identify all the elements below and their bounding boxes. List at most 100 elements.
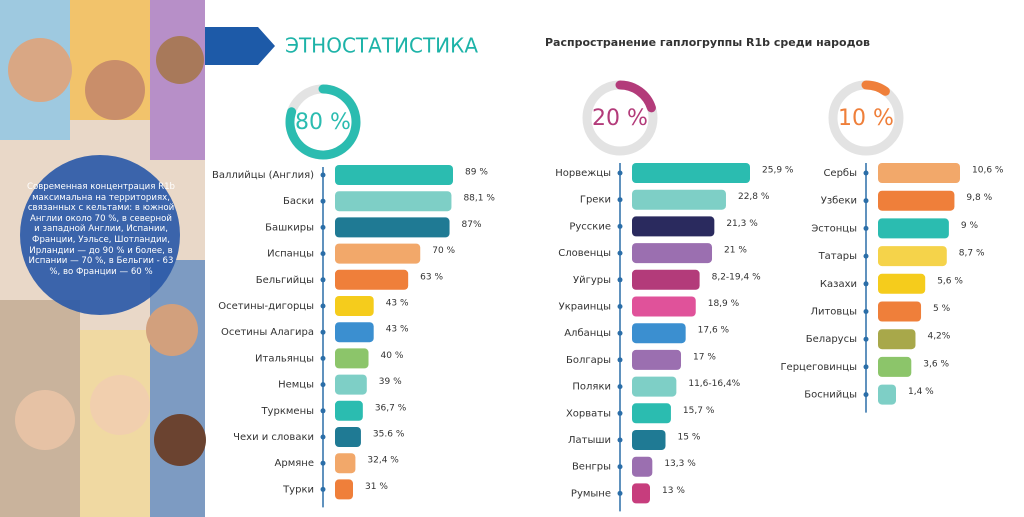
bar <box>878 246 947 267</box>
value-label: 25,9 % <box>762 166 794 176</box>
value-label: 8,7 % <box>959 249 985 259</box>
bar <box>878 329 916 350</box>
axis-dot <box>863 198 869 204</box>
axis-dot <box>320 408 326 414</box>
subtitle: Распространение гаплогруппы R1b среди на… <box>545 36 870 49</box>
bar <box>632 243 713 264</box>
bar <box>335 217 450 238</box>
bar <box>335 427 361 447</box>
bar <box>878 301 922 322</box>
axis-dot <box>320 460 326 466</box>
bar <box>632 376 677 397</box>
axis-dot <box>320 434 326 440</box>
axis-dot <box>617 197 623 203</box>
axis-dot <box>320 486 326 492</box>
bar <box>632 403 671 424</box>
category-label: Осетины Алагира <box>221 327 314 338</box>
bar <box>335 243 421 264</box>
value-label: 88,1 % <box>463 194 495 204</box>
category-label: Хорваты <box>566 408 611 419</box>
axis-dot <box>320 303 326 309</box>
bar <box>335 479 353 500</box>
value-label: 70 % <box>432 246 455 256</box>
category-label: Немцы <box>278 380 314 391</box>
value-label: 35.6 % <box>373 430 405 440</box>
value-label: 21 % <box>724 246 747 256</box>
axis-dot <box>863 170 869 176</box>
axis-dot <box>617 277 623 283</box>
axis-dot <box>863 309 869 314</box>
category-label: Словенцы <box>558 248 611 259</box>
axis-dot <box>320 224 326 230</box>
category-label: Испанцы <box>267 249 314 260</box>
category-label: Боснийцы <box>804 390 857 401</box>
axis-dot <box>863 281 869 287</box>
bar <box>335 453 356 474</box>
bar <box>632 296 696 317</box>
value-label: 17,6 % <box>698 326 730 336</box>
bar <box>632 216 715 237</box>
category-label: Башкиры <box>265 222 314 233</box>
category-label: Венгры <box>572 462 611 473</box>
axis-dot <box>617 410 623 416</box>
value-label: 11,6-16,4% <box>688 379 740 389</box>
value-label: 9 % <box>961 221 979 231</box>
value-label: 13,3 % <box>664 459 696 469</box>
category-label: Татары <box>818 251 857 262</box>
value-label: 18,9 % <box>708 299 740 309</box>
category-label: Эстонцы <box>811 223 857 234</box>
value-label: 10,6 % <box>972 166 1004 176</box>
axis-dot <box>617 437 623 443</box>
axis-dot <box>863 392 869 398</box>
value-label: 8,2-19,4 % <box>712 272 761 282</box>
category-label: Албанцы <box>564 328 611 339</box>
value-label: 32,4 % <box>367 456 399 466</box>
category-label: Герцеговинцы <box>780 362 857 373</box>
category-label: Туркмены <box>260 406 314 417</box>
value-label: 22,8 % <box>738 192 770 202</box>
axis-dot <box>617 223 623 229</box>
value-label: 43 % <box>386 325 409 335</box>
bar <box>335 191 452 212</box>
bar <box>632 163 750 183</box>
axis-dot <box>863 336 869 342</box>
axis-dot <box>320 172 326 178</box>
gauge-arc <box>285 84 361 160</box>
gauge-arc <box>861 80 890 96</box>
category-label: Уйгуры <box>573 275 611 286</box>
category-label: Осетины-дигорцы <box>218 301 314 312</box>
bar <box>335 374 367 395</box>
category-label: Валлийцы (Англия) <box>212 170 314 181</box>
value-label: 5,6 % <box>937 276 963 286</box>
value-label: 39 % <box>379 377 402 387</box>
bar <box>335 269 409 290</box>
value-label: 63 % <box>420 272 443 282</box>
category-label: Русские <box>569 221 611 232</box>
value-label: 87% <box>462 220 482 230</box>
bar <box>632 189 726 210</box>
info-text: Современная концентрация R1b максимальна… <box>26 182 176 277</box>
value-label: 5 % <box>933 304 951 314</box>
value-label: 3,6 % <box>923 359 949 369</box>
bar <box>632 323 686 344</box>
category-label: Латыши <box>568 435 611 446</box>
value-label: 89 % <box>465 168 488 178</box>
category-label: Баски <box>283 196 314 207</box>
axis-dot <box>320 382 326 388</box>
bar <box>632 349 682 370</box>
axis-dot <box>320 355 326 361</box>
category-label: Чехи и словаки <box>233 432 314 443</box>
page-title: ЭТНОСТАТИСТИКА <box>285 34 478 58</box>
axis-dot <box>320 329 326 335</box>
bar <box>878 218 949 239</box>
value-label: 40 % <box>381 351 404 361</box>
bar <box>632 430 666 450</box>
value-label: 1,4 % <box>908 387 934 397</box>
category-label: Армяне <box>275 458 314 469</box>
category-label: Норвежцы <box>555 168 611 179</box>
category-label: Итальянцы <box>255 353 314 364</box>
value-label: 13 % <box>662 486 685 496</box>
category-label: Литовцы <box>810 307 857 318</box>
bar <box>878 190 955 211</box>
